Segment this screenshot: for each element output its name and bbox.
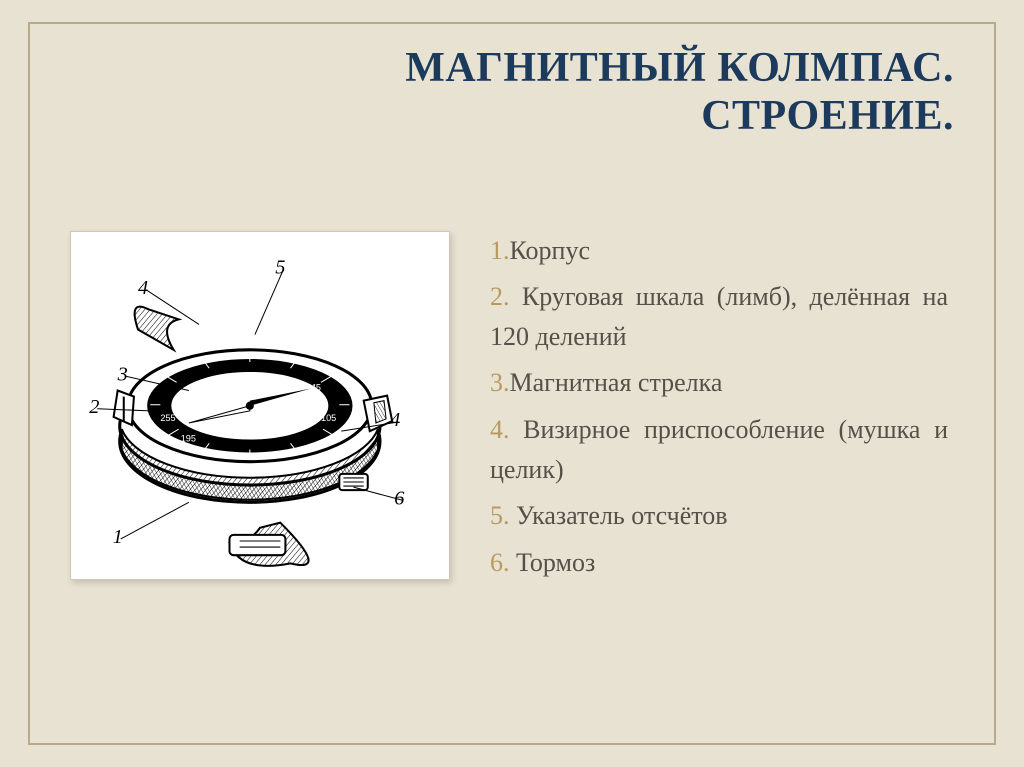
list-item: 3.Магнитная стрелка xyxy=(490,363,948,403)
svg-text:4: 4 xyxy=(138,277,148,299)
compass-svg: 255 195 45 105 xyxy=(77,238,443,574)
list-item: 1.Корпус xyxy=(490,231,948,271)
item-number: 1. xyxy=(490,236,510,265)
title-line-1: МАГНИТНЫЙ КОЛМПАС. xyxy=(405,45,954,91)
item-text: Корпус xyxy=(510,236,591,265)
list-item: 6. Тормоз xyxy=(490,543,948,583)
sight-right xyxy=(364,395,392,431)
item-text: Тормоз xyxy=(510,548,596,577)
content-row: 255 195 45 105 xyxy=(70,231,954,589)
slide-frame: МАГНИТНЫЙ КОЛМПАС. СТРОЕНИЕ. xyxy=(28,22,996,745)
svg-text:255: 255 xyxy=(160,413,175,423)
svg-text:45: 45 xyxy=(311,382,321,392)
svg-text:5: 5 xyxy=(275,256,285,278)
sight-left xyxy=(114,390,134,425)
list-item: 4. Визирное приспособление (мушка и цели… xyxy=(490,410,948,491)
item-number: 2. xyxy=(490,282,510,311)
svg-text:4: 4 xyxy=(390,409,400,431)
svg-text:3: 3 xyxy=(117,363,128,385)
title-line-2: СТРОЕНИЕ. xyxy=(701,93,954,139)
item-number: 5. xyxy=(490,501,510,530)
compass-diagram: 255 195 45 105 xyxy=(70,231,450,581)
svg-text:2: 2 xyxy=(89,395,99,417)
svg-text:6: 6 xyxy=(394,487,405,509)
item-number: 4. xyxy=(490,415,510,444)
svg-text:105: 105 xyxy=(321,413,336,423)
item-text: Магнитная стрелка xyxy=(510,368,723,397)
brake-tab xyxy=(339,473,367,489)
item-text: Круговая шкала (лимб), делённая на 120 д… xyxy=(490,282,948,351)
item-number: 6. xyxy=(490,548,510,577)
slide-title: МАГНИТНЫЙ КОЛМПАС. СТРОЕНИЕ. xyxy=(70,44,954,141)
item-text: Указатель отсчётов xyxy=(510,501,728,530)
parts-list: 1.Корпус 2. Круговая шкала (лимб), делён… xyxy=(490,231,954,589)
item-number: 3. xyxy=(490,368,510,397)
svg-text:1: 1 xyxy=(113,526,123,548)
list-item: 2. Круговая шкала (лимб), делённая на 12… xyxy=(490,277,948,358)
svg-text:195: 195 xyxy=(181,433,196,443)
list-item: 5. Указатель отсчётов xyxy=(490,496,948,536)
item-text: Визирное приспособление (мушка и целик) xyxy=(490,415,948,484)
